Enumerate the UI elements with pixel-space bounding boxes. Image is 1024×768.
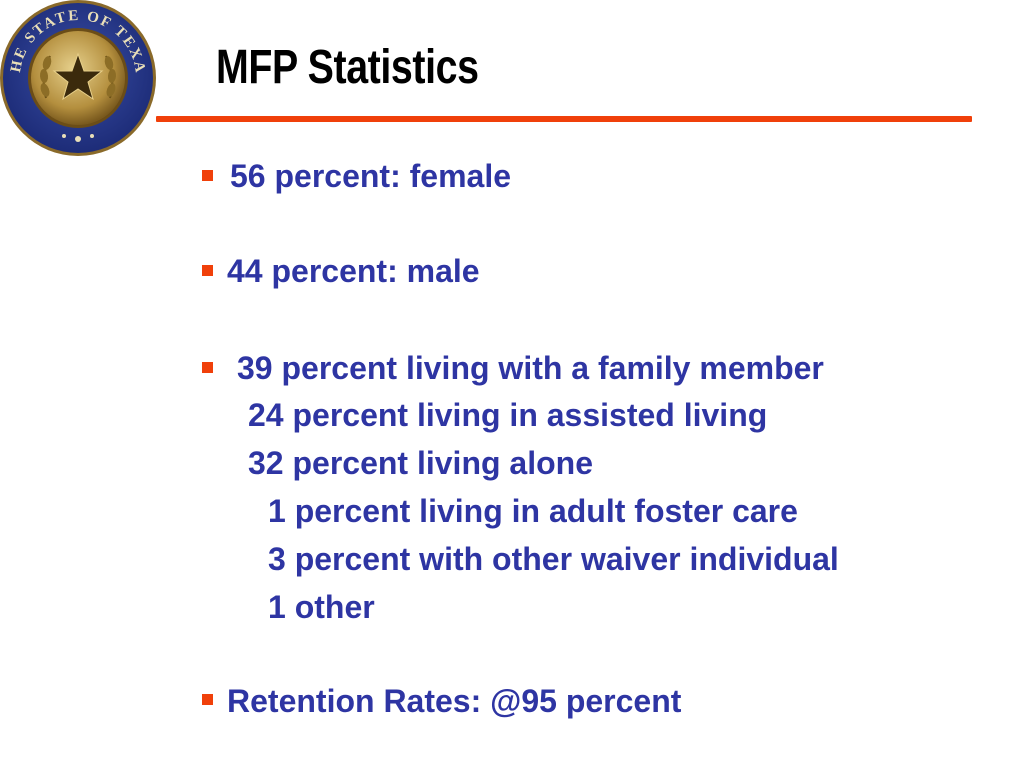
bullet-living-family: 39 percent living with a family member xyxy=(237,350,824,386)
bullet-marker xyxy=(202,170,213,181)
bullet-retention-rates: Retention Rates: @95 percent xyxy=(227,683,682,719)
title-divider xyxy=(156,116,972,122)
bullet-male: 44 percent: male xyxy=(227,253,480,289)
texas-state-seal-icon: THE STATE OF TEXAS xyxy=(0,0,156,156)
sub-item-living-alone: 32 percent living alone xyxy=(248,445,593,481)
bullet-female: 56 percent: female xyxy=(230,158,512,194)
page-title: MFP Statistics xyxy=(216,41,479,94)
bullet-marker xyxy=(202,265,213,276)
sub-item-assisted-living: 24 percent living in assisted living xyxy=(248,397,768,433)
sub-item-adult-foster-care: 1 percent living in adult foster care xyxy=(268,493,798,529)
sub-item-other: 1 other xyxy=(268,589,375,625)
bullet-marker xyxy=(202,362,213,373)
bullet-marker xyxy=(202,694,213,705)
sub-item-other-waiver: 3 percent with other waiver individual xyxy=(268,541,839,577)
